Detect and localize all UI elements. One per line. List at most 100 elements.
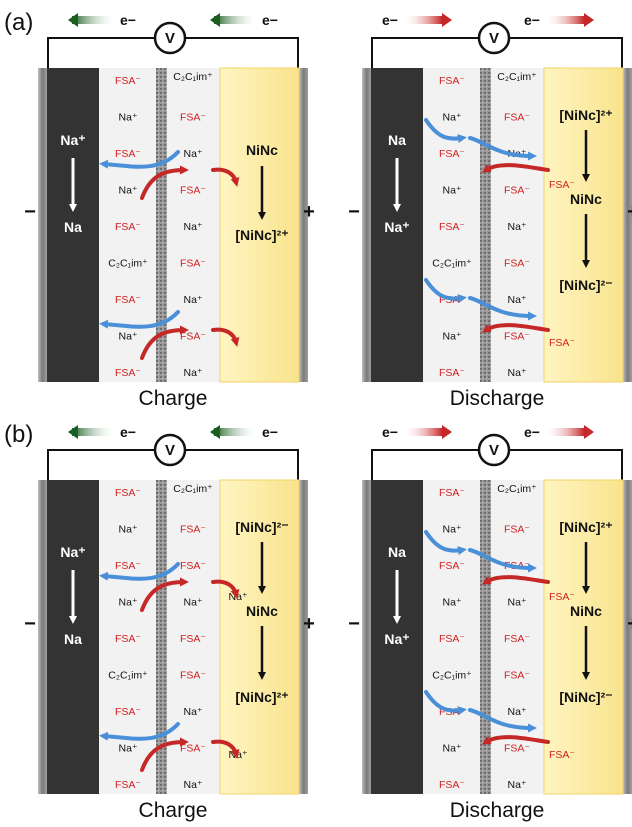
- fsa-insertion-arrow: [211, 327, 240, 347]
- cathode-species: NiNc: [246, 603, 278, 619]
- cell-discharge: Ve− e− − + Na Na⁺ FSA⁻ C₂C₁im⁺ Na⁺ FSA⁻ FSA⁻ FSA⁻ Na…: [348, 424, 632, 822]
- ion-label: FSA⁻: [439, 779, 465, 791]
- fsa-migration-arrow: [140, 577, 189, 612]
- ion-label: FSA⁻: [180, 331, 206, 343]
- cathode-species: [NiNc]²⁻: [559, 689, 612, 705]
- fsa-insertion-arrow: [211, 579, 240, 599]
- ion-label: FSA⁻: [115, 487, 141, 499]
- anode: [47, 480, 99, 794]
- electron-label: e−: [120, 12, 136, 28]
- electrolyte-left: [423, 68, 480, 382]
- electron-arrow-head: [68, 425, 78, 439]
- ion-label: Na⁺: [184, 706, 203, 718]
- ion-label: FSA⁻: [180, 633, 206, 645]
- ion-label: C₂C₁im⁺: [497, 483, 537, 495]
- ion-label: C₂C₁im⁺: [108, 670, 148, 682]
- electron-arrow-head: [210, 13, 220, 27]
- side-ion-label: FSA⁻: [549, 591, 575, 603]
- electron-arrow-head: [68, 13, 78, 27]
- side-ion-label: Na⁺: [229, 591, 248, 603]
- panel-caption: Charge: [139, 387, 208, 410]
- cell-charge: Ve− e− − + Na⁺ Na FSA⁻ C₂C₁im⁺ Na⁺ FSA⁻ FSA⁻ Na⁺ Na⁺…: [24, 12, 315, 410]
- electrolyte-left: [423, 480, 480, 794]
- ion-label: FSA⁻: [180, 560, 206, 572]
- ion-label: Na⁺: [508, 367, 527, 379]
- electron-label: e−: [524, 424, 540, 440]
- voltmeter-icon: [153, 433, 187, 467]
- minus-terminal: −: [348, 613, 360, 635]
- electron-arrow-head: [442, 425, 452, 439]
- row-label: (b): [4, 421, 33, 448]
- fsa-release-arrow: [481, 735, 550, 745]
- ion-label: FSA⁻: [504, 185, 530, 197]
- ion-label: Na⁺: [443, 112, 462, 124]
- ion-label: Na⁺: [443, 524, 462, 536]
- fsa-release-arrow: [481, 575, 550, 585]
- ion-label: FSA⁻: [180, 524, 206, 536]
- cathode-species: NiNc: [570, 191, 602, 207]
- electron-label: e−: [120, 424, 136, 440]
- row-label: (a): [4, 9, 33, 36]
- na-migration-arrow: [424, 690, 467, 716]
- ion-label: Na⁺: [443, 743, 462, 755]
- ion-label: C₂C₁im⁺: [108, 258, 148, 270]
- cathode-species: [NiNc]²⁻: [235, 519, 288, 535]
- ion-label: FSA⁻: [180, 185, 206, 197]
- electron-arrow: [546, 16, 584, 24]
- na-migration-arrow: [99, 150, 180, 169]
- na-migration-arrow: [99, 722, 180, 741]
- ion-label: Na⁺: [184, 148, 203, 160]
- cathode-current-collector: [623, 480, 632, 794]
- fsa-release-arrow: [481, 323, 550, 333]
- na-migration-arrow: [468, 136, 537, 161]
- cathode-species: [NiNc]²⁺: [559, 519, 612, 535]
- electrolyte-left: [99, 480, 156, 794]
- plus-terminal: +: [627, 201, 632, 223]
- ion-label: FSA⁻: [504, 743, 530, 755]
- electron-arrow: [72, 428, 114, 436]
- electron-label: e−: [382, 424, 398, 440]
- ion-label: FSA⁻: [439, 148, 465, 160]
- electron-arrow: [546, 428, 584, 436]
- na-migration-arrow: [99, 562, 180, 581]
- ion-label: FSA⁻: [180, 743, 206, 755]
- cathode-current-collector: [299, 480, 308, 794]
- ion-label: FSA⁻: [115, 706, 141, 718]
- minus-terminal: −: [24, 613, 36, 635]
- cell-charge: Ve− e− − + Na⁺ Na FSA⁻ C₂C₁im⁺ Na⁺ FSA⁻ FSA⁻ FSA⁻ Na…: [24, 424, 315, 822]
- electron-arrow: [214, 16, 256, 24]
- ion-label: FSA⁻: [439, 221, 465, 233]
- ion-label: Na⁺: [508, 706, 527, 718]
- ion-label: C₂C₁im⁺: [432, 258, 472, 270]
- ion-label: Na⁺: [443, 597, 462, 609]
- ion-label: FSA⁻: [115, 633, 141, 645]
- ion-label: FSA⁻: [504, 112, 530, 124]
- cathode-species: NiNc: [570, 603, 602, 619]
- fsa-migration-arrow: [140, 325, 189, 360]
- ion-label: Na⁺: [184, 597, 203, 609]
- ion-label: FSA⁻: [439, 487, 465, 499]
- ion-label: FSA⁻: [115, 560, 141, 572]
- ion-label: Na⁺: [184, 294, 203, 306]
- na-migration-arrow: [424, 530, 467, 556]
- anode-current-collector: [362, 68, 371, 382]
- anode-current-collector: [38, 68, 47, 382]
- electron-label: e−: [262, 12, 278, 28]
- ion-label: FSA⁻: [439, 75, 465, 87]
- electron-label: e−: [382, 12, 398, 28]
- ion-label: Na⁺: [119, 185, 138, 197]
- anode: [371, 68, 423, 382]
- ion-label: FSA⁻: [180, 258, 206, 270]
- ion-label: Na⁺: [443, 185, 462, 197]
- ion-label: FSA⁻: [504, 331, 530, 343]
- ion-label: Na⁺: [508, 597, 527, 609]
- panel-caption: Charge: [139, 799, 208, 822]
- fsa-migration-arrow: [140, 737, 189, 772]
- voltmeter-label: V: [489, 30, 499, 47]
- ion-label: FSA⁻: [180, 112, 206, 124]
- electron-arrow: [72, 16, 114, 24]
- na-migration-arrow: [468, 296, 537, 321]
- anode-bottom-species: Na⁺: [384, 631, 409, 647]
- anode-bottom-species: Na⁺: [384, 219, 409, 235]
- cathode-current-collector: [623, 68, 632, 382]
